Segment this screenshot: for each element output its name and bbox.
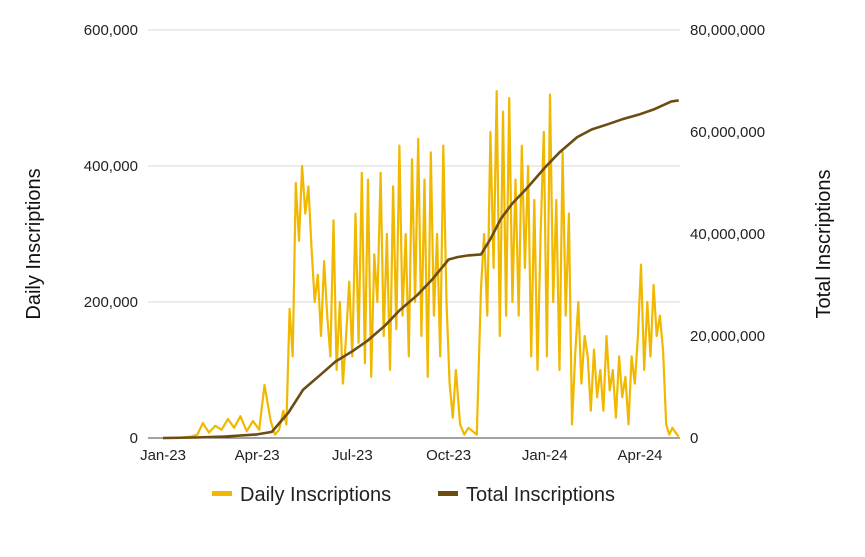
y2-axis-title: Total Inscriptions [813,170,835,319]
x-tick-label: Jan-24 [522,447,568,464]
y2-tick-label: 60,000,000 [690,124,765,141]
y2-tick-label: 80,000,000 [690,22,765,39]
x-tick-label: Jul-23 [332,447,373,464]
legend-label-daily: Daily Inscriptions [240,484,391,506]
legend: Daily Inscriptions Total Inscriptions [212,484,615,506]
y2-tick-label: 40,000,000 [690,226,765,243]
x-axis-ticks: Jan-23 Apr-23 Jul-23 Oct-23 Jan-24 Apr-24 [140,447,662,464]
y2-tick-label: 20,000,000 [690,328,765,345]
y-tick-label: 0 [130,430,138,447]
series-lines [162,90,680,440]
y-tick-label: 200,000 [84,294,138,311]
x-tick-label: Apr-23 [235,447,280,464]
x-tick-label: Oct-23 [426,447,471,464]
legend-swatch-daily [212,491,232,496]
series-line-daily-inscriptions [163,90,680,440]
y-tick-label: 600,000 [84,22,138,39]
y-axis-title: Daily Inscriptions [23,168,45,319]
series-line-total-inscriptions [162,99,679,440]
x-tick-label: Apr-24 [617,447,662,464]
legend-swatch-total [438,491,458,496]
y-tick-label: 400,000 [84,158,138,175]
legend-label-total: Total Inscriptions [466,484,615,506]
right-axis-ticks: 0 20,000,000 40,000,000 60,000,000 80,000,00… [690,22,765,447]
left-axis-ticks: 0 200,000 400,000 600,000 [84,22,138,447]
y2-tick-label: 0 [690,430,698,447]
x-tick-label: Jan-23 [140,447,186,464]
